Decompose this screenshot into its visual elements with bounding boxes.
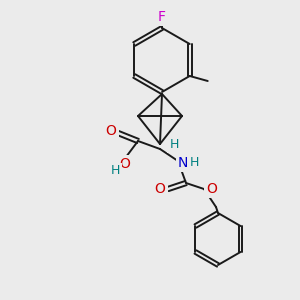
Text: H: H bbox=[169, 139, 179, 152]
Text: F: F bbox=[158, 10, 166, 24]
Text: N: N bbox=[178, 156, 188, 170]
Text: H: H bbox=[110, 164, 120, 178]
Text: O: O bbox=[207, 182, 218, 196]
Text: H: H bbox=[189, 157, 199, 169]
Text: O: O bbox=[154, 182, 165, 196]
Text: O: O bbox=[106, 124, 116, 138]
Text: O: O bbox=[120, 157, 130, 171]
